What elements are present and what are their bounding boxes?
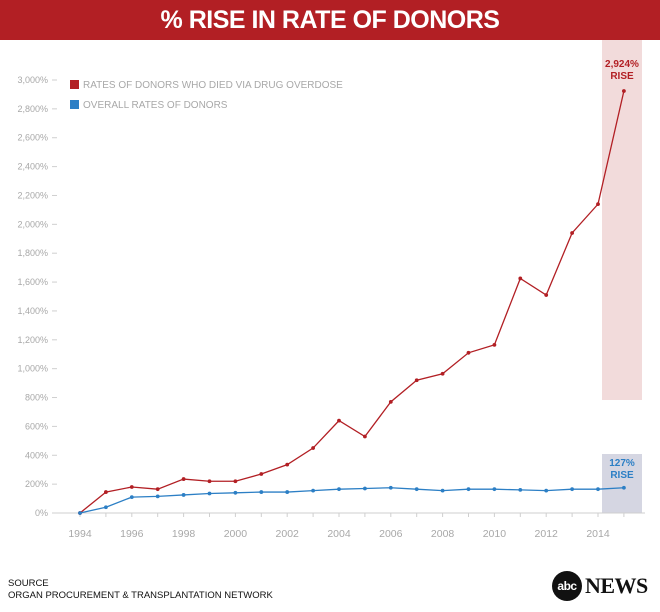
y-tick-label: 2,800% [17, 104, 48, 114]
data-point-overall [363, 486, 367, 491]
y-tick-label: 400% [25, 450, 48, 460]
chart-title: % RISE IN RATE OF DONORS [0, 0, 660, 40]
y-tick-label: 2,200% [17, 190, 48, 200]
data-point-drug-overdose [440, 371, 445, 376]
data-point-drug-overdose [259, 472, 264, 476]
data-point-drug-overdose [544, 293, 549, 297]
annotation-drug-value: 2,924% [605, 59, 639, 70]
source-label: SOURCE [8, 578, 49, 589]
x-tick-label: 2014 [586, 528, 610, 540]
y-tick-label: 800% [25, 393, 48, 403]
y-tick-label: 200% [25, 479, 48, 489]
y-tick-label: 3,000% [17, 75, 48, 85]
y-tick-label: 1,600% [17, 277, 48, 287]
data-point-overall [285, 490, 290, 494]
x-tick-label: 2000 [224, 528, 248, 540]
data-point-overall [570, 487, 574, 492]
y-tick-label: 1,800% [17, 248, 48, 258]
data-point-overall [414, 487, 419, 492]
annotation-overall-label: RISE [610, 470, 634, 481]
annotation-overall-value: 127% [609, 458, 635, 469]
data-point-drug-overdose [311, 446, 315, 450]
data-point-overall [233, 490, 238, 495]
data-point-drug-overdose [388, 399, 393, 404]
data-point-overall [622, 485, 626, 490]
y-tick-label: 0% [35, 508, 48, 518]
news-logo-text: NEWS [585, 573, 648, 598]
legend-swatch-overall [70, 100, 79, 109]
data-point-drug-overdose [181, 477, 186, 481]
legend-label-drug: RATES OF DONORS WHO DIED VIA DRUG OVERDO… [83, 80, 343, 91]
y-tick-label: 2,400% [17, 162, 48, 172]
data-point-drug-overdose [104, 490, 108, 494]
data-point-drug-overdose [233, 479, 238, 484]
series-line-drug-overdose [79, 90, 625, 514]
data-point-overall [492, 487, 497, 492]
data-point-drug-overdose [414, 378, 419, 383]
source-text: ORGAN PROCUREMENT & TRANSPLANTATION NETW… [8, 590, 273, 601]
data-point-overall [518, 488, 523, 492]
abc-logo-circle: abc [552, 571, 582, 601]
data-point-drug-overdose [155, 487, 160, 492]
x-tick-label: 1994 [68, 528, 92, 540]
data-point-overall [311, 488, 315, 493]
y-tick-label: 2,000% [17, 219, 48, 229]
data-point-overall [544, 488, 549, 493]
data-point-drug-overdose [570, 231, 574, 235]
x-tick-label: 2004 [327, 528, 351, 540]
data-point-overall [181, 493, 186, 497]
data-point-drug-overdose [466, 350, 471, 355]
x-tick-label: 1998 [172, 528, 196, 540]
x-tick-label: 1996 [120, 528, 144, 540]
data-point-drug-overdose [207, 479, 212, 484]
data-point-overall [596, 487, 600, 492]
legend-label-overall: OVERALL RATES OF DONORS [83, 100, 228, 111]
y-tick-label: 1,400% [17, 306, 48, 316]
data-point-overall [337, 487, 341, 492]
data-point-drug-overdose [492, 342, 497, 347]
y-tick-label: 600% [25, 421, 48, 431]
data-point-overall [466, 487, 471, 492]
y-tick-label: 1,000% [17, 364, 48, 374]
data-point-overall [155, 494, 160, 499]
y-tick-label: 2,600% [17, 133, 48, 143]
highlight-band-drug [602, 40, 642, 400]
x-tick-label: 2008 [431, 528, 455, 540]
highlight-band-overall [602, 454, 642, 513]
annotation-drug-label: RISE [610, 71, 634, 82]
data-point-overall [129, 495, 134, 500]
x-tick-label: 2012 [535, 528, 559, 540]
data-point-overall [440, 488, 445, 493]
x-tick-label: 2006 [379, 528, 403, 540]
data-point-drug-overdose [622, 89, 626, 93]
data-point-overall [388, 485, 393, 490]
line-chart: 0% 200% 400% 600% 800% 1,000% 1,200% 1,400% 1,60… [17, 40, 645, 540]
x-tick-label: 2010 [483, 528, 507, 540]
data-point-overall [78, 511, 82, 515]
data-point-drug-overdose [596, 202, 600, 207]
data-point-drug-overdose [363, 434, 367, 439]
data-point-drug-overdose [285, 462, 290, 467]
x-tick-label: 2002 [276, 528, 300, 540]
series-line-overall [79, 487, 624, 514]
data-point-overall [207, 491, 212, 496]
data-point-overall [259, 490, 264, 494]
data-point-overall [104, 505, 108, 510]
data-point-drug-overdose [129, 485, 134, 489]
y-tick-label: 1,200% [17, 335, 48, 345]
data-point-drug-overdose [337, 418, 341, 423]
source-note: SOURCE ORGAN PROCUREMENT & TRANSPLANTATI… [8, 578, 273, 602]
legend-swatch-drug [70, 80, 79, 89]
data-point-drug-overdose [518, 276, 523, 281]
abc-news-logo: abc NEWS [552, 570, 648, 602]
